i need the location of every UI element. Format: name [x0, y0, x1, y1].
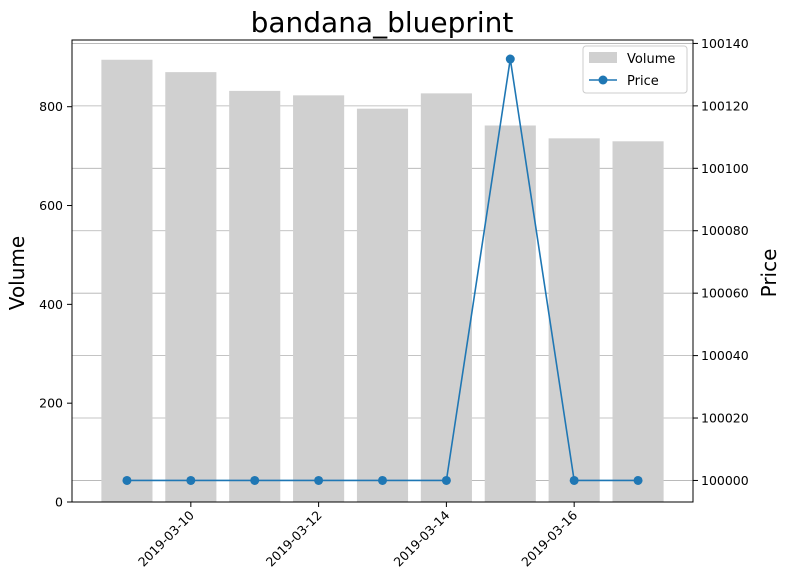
y2-tick-label: 100000 [701, 473, 749, 488]
y2-tick-label: 100040 [701, 348, 749, 363]
y2-tick-label: 100120 [701, 98, 749, 113]
y-tick-label: 800 [39, 99, 63, 114]
legend-volume-label: Volume [627, 52, 675, 67]
volume-axis-title: Volume [5, 236, 29, 310]
price-axis: 100000 100020 100040 100060 100080 100100 1001… [693, 36, 749, 488]
price-point [186, 475, 196, 485]
volume-bar [293, 95, 345, 502]
y-tick-label: 600 [39, 198, 63, 213]
volume-bars [101, 59, 664, 503]
volume-bar [165, 72, 217, 502]
legend-price-label: Price [627, 74, 659, 89]
y-tick-label: 400 [39, 297, 63, 312]
volume-bar [548, 138, 600, 502]
price-point [505, 54, 515, 64]
price-point [569, 475, 579, 485]
price-point [250, 475, 260, 485]
y2-tick-label: 100020 [701, 411, 749, 426]
volume-bar [420, 93, 472, 502]
volume-bar [101, 59, 153, 502]
legend: Volume Price [582, 45, 688, 94]
y2-tick-label: 100100 [701, 161, 749, 176]
volume-bar [484, 125, 536, 502]
y2-tick-label: 100080 [701, 223, 749, 238]
price-point [441, 475, 451, 485]
y-tick-label: 200 [39, 396, 63, 411]
y2-tick-label: 100140 [701, 36, 749, 51]
volume-bar [229, 90, 281, 503]
price-line-series [122, 54, 643, 485]
y2-tick-label: 100060 [701, 286, 749, 301]
y-tick-label: 0 [55, 495, 63, 510]
price-point [378, 475, 387, 485]
volume-axis: 0 200 400 600 800 [39, 99, 72, 510]
price-axis-title: Price [757, 249, 781, 298]
price-point [633, 475, 643, 485]
plot-frame [71, 39, 694, 503]
chart-title: bandana_blueprint [251, 6, 514, 39]
price-point [122, 475, 132, 485]
legend-price-marker [598, 75, 608, 85]
volume-bar [356, 108, 409, 503]
price-point [314, 475, 324, 485]
volume-bar [612, 141, 664, 502]
legend-volume-swatch [589, 52, 617, 63]
